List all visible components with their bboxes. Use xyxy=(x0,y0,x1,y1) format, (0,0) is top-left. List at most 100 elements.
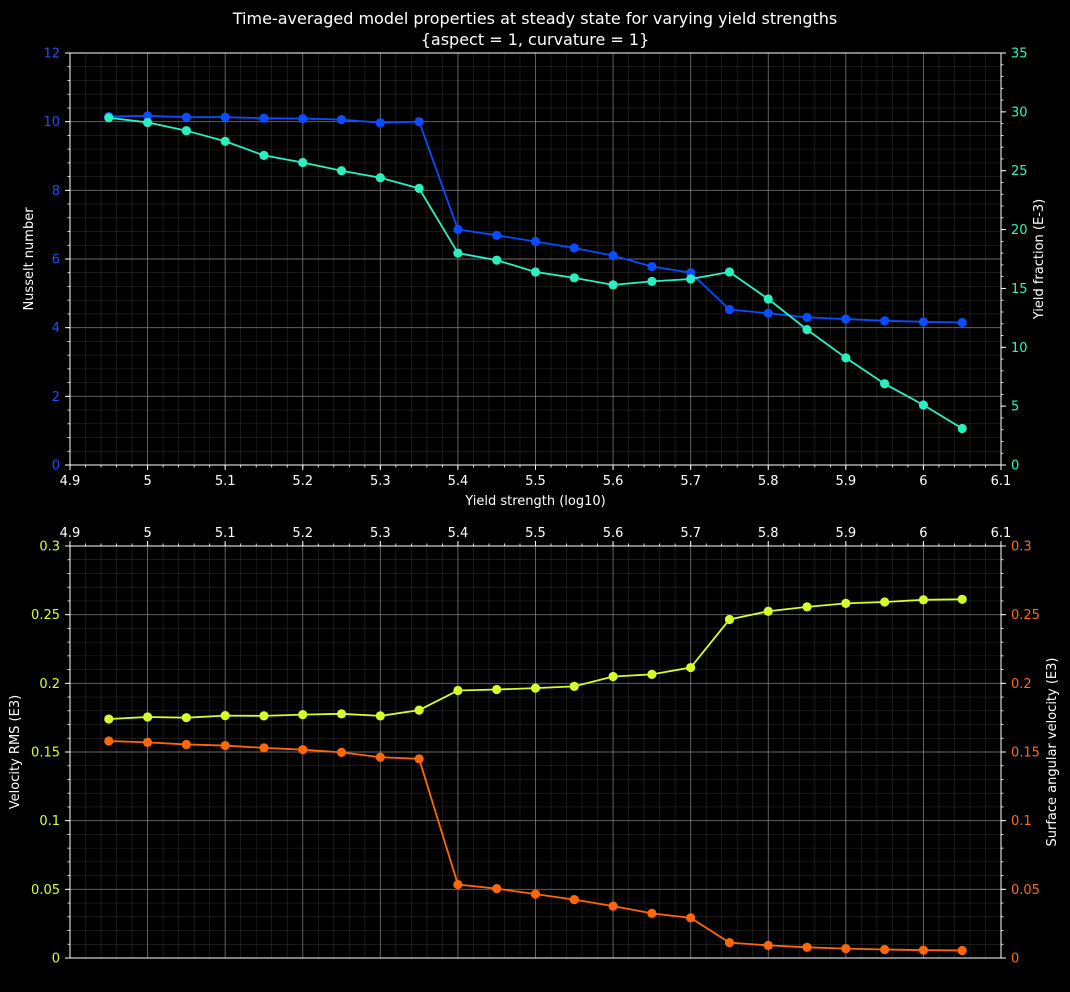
data-point-right xyxy=(880,944,890,955)
data-point-right xyxy=(142,737,153,747)
data-point-left xyxy=(918,317,929,327)
data-point-left xyxy=(841,314,851,324)
right-tick-label: 0.15 xyxy=(1011,746,1040,761)
data-point-left xyxy=(841,598,851,609)
data-point-left xyxy=(569,243,579,253)
data-point-left xyxy=(686,662,696,673)
x-tick-label: 5.3 xyxy=(370,474,391,489)
left-tick-label: 8 xyxy=(52,184,60,199)
figure-title-line1: Time-averaged model properties at steady… xyxy=(232,9,837,28)
data-point-left xyxy=(880,597,890,607)
data-point-right xyxy=(104,736,114,746)
x-tick-label: 5.6 xyxy=(603,526,624,541)
x-tick-label: 6.1 xyxy=(991,526,1012,541)
data-point-left xyxy=(220,711,230,721)
data-point-right xyxy=(375,752,385,762)
x-tick-label: 5 xyxy=(143,474,151,489)
data-point-left xyxy=(647,669,657,680)
right-tick-label: 10 xyxy=(1011,341,1028,356)
data-point-left xyxy=(104,714,114,724)
data-point-right xyxy=(453,879,463,890)
top-panel: 4.9 5 5.1 5.2 5.3 5.4 5.5 5.6 5.7 5.8 5.9 6 6.1 Yield… xyxy=(22,47,1047,510)
data-point-right xyxy=(220,136,230,146)
data-point-right xyxy=(608,280,618,290)
data-point-left xyxy=(336,709,347,719)
data-point-right xyxy=(763,940,773,950)
data-point-right xyxy=(802,325,812,335)
data-point-right xyxy=(142,117,153,128)
left-axis-label: Nusselt number xyxy=(22,207,37,311)
right-tick-label: 35 xyxy=(1011,47,1028,62)
x-tick-label: 5.4 xyxy=(448,474,469,489)
x-tick-label: 4.9 xyxy=(60,474,81,489)
data-point-right xyxy=(724,938,735,948)
data-point-right xyxy=(181,739,191,750)
data-point-right xyxy=(104,113,114,123)
data-point-left xyxy=(453,224,463,235)
figure-title-line2: {aspect = 1, curvature = 1} xyxy=(421,30,650,49)
right-tick-label: 0.3 xyxy=(1011,540,1032,555)
data-point-right xyxy=(957,945,967,956)
data-point-left xyxy=(220,112,230,122)
data-point-right xyxy=(259,743,269,753)
x-axis-label: Yield strength (log10) xyxy=(464,494,605,509)
data-point-right xyxy=(453,248,463,258)
left-tick-label: 4 xyxy=(52,321,60,336)
x-tick-label: 5.6 xyxy=(603,474,624,489)
x-tick-label: 5.1 xyxy=(215,526,236,541)
data-point-left xyxy=(298,710,308,720)
data-point-right xyxy=(414,754,424,764)
data-point-left xyxy=(492,684,502,695)
x-tick-label: 5.7 xyxy=(680,526,701,541)
data-point-right xyxy=(763,294,773,304)
x-tick-label: 5.9 xyxy=(835,526,856,541)
data-point-right xyxy=(414,183,424,193)
right-tick-label: 0.1 xyxy=(1011,814,1032,829)
left-tick-label: 2 xyxy=(52,390,60,405)
data-point-left xyxy=(181,713,191,723)
x-tick-label: 5.5 xyxy=(525,474,546,489)
data-point-left xyxy=(453,685,463,696)
data-point-right xyxy=(530,889,541,899)
data-point-right xyxy=(647,908,657,918)
right-tick-label: 30 xyxy=(1011,105,1028,120)
data-point-right xyxy=(259,150,269,161)
data-point-right xyxy=(647,276,657,286)
x-tick-label: 5.5 xyxy=(525,526,546,541)
data-point-left xyxy=(375,711,385,721)
data-point-right xyxy=(181,126,191,136)
data-point-right xyxy=(492,884,502,894)
data-point-right xyxy=(375,173,385,183)
data-point-right xyxy=(841,944,851,954)
data-point-left xyxy=(802,602,812,612)
data-point-left xyxy=(647,261,657,272)
data-point-left xyxy=(336,115,347,125)
left-tick-label: 0.05 xyxy=(31,883,60,898)
data-point-left xyxy=(259,113,269,123)
left-tick-label: 0 xyxy=(52,459,60,474)
right-axis-label: Yield fraction (E-3) xyxy=(1032,199,1047,320)
data-point-left xyxy=(530,683,541,693)
data-point-right xyxy=(724,267,735,277)
x-tick-label: 6 xyxy=(919,474,927,489)
data-point-left xyxy=(802,312,812,322)
right-tick-label: 15 xyxy=(1011,282,1028,297)
left-tick-label: 0.2 xyxy=(39,677,60,692)
left-tick-label: 0 xyxy=(52,952,60,967)
right-tick-label: 0 xyxy=(1011,459,1019,474)
data-point-right xyxy=(530,267,541,277)
right-tick-label: 0.05 xyxy=(1011,883,1040,898)
data-point-left xyxy=(259,711,269,721)
bottom-panel: 4.9 5 5.1 5.2 5.3 5.4 5.5 5.6 5.7 5.8 5.9 6 6.1 0 0.05… xyxy=(8,526,1060,967)
x-tick-label: 5.7 xyxy=(680,474,701,489)
data-point-right xyxy=(608,901,618,911)
data-point-left xyxy=(608,250,618,261)
data-point-left xyxy=(142,111,153,121)
data-point-right xyxy=(492,255,502,265)
data-point-right xyxy=(686,913,696,923)
data-point-left xyxy=(142,712,153,722)
x-tick-label: 5.2 xyxy=(292,474,313,489)
data-point-left xyxy=(763,308,773,318)
right-tick-label: 0 xyxy=(1011,952,1019,967)
